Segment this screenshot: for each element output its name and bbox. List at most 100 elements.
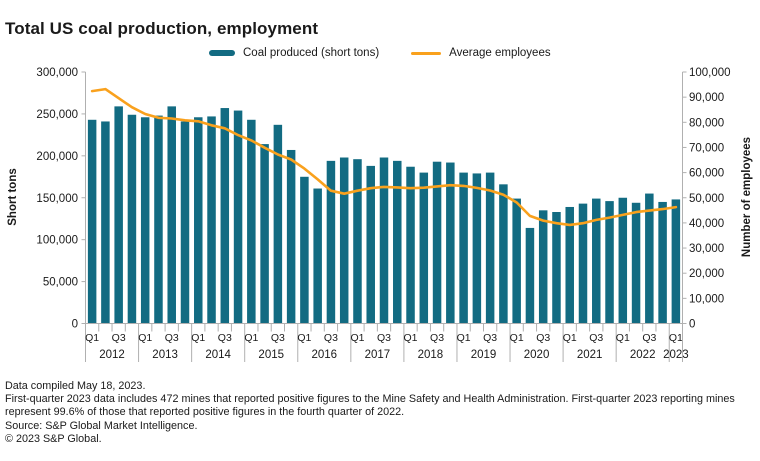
page-title: Total US coal production, employment xyxy=(5,19,319,39)
bar-2016-Q2 xyxy=(313,188,322,324)
bar-2012-Q2 xyxy=(101,121,110,324)
bar-2021-Q3 xyxy=(592,198,601,324)
bar-2020-Q3 xyxy=(538,210,548,324)
right-axis-tick-label: 10,000 xyxy=(689,293,724,305)
bar-2012-Q3 xyxy=(114,106,123,324)
bar-2014-Q2 xyxy=(207,116,216,324)
x-quarter-label: Q1 xyxy=(563,332,577,344)
left-axis-tick-label: 50,000 xyxy=(43,277,78,289)
right-axis-tick-label: 50,000 xyxy=(689,193,724,205)
x-year-label: 2021 xyxy=(577,349,603,361)
bar-2019-Q3 xyxy=(485,172,495,324)
bar-2022-Q4 xyxy=(658,201,667,324)
x-quarter-label: Q3 xyxy=(112,332,126,344)
x-quarter-label: Q3 xyxy=(642,332,656,344)
bar-2013-Q4 xyxy=(180,121,190,324)
legend-label-coal: Coal produced (short tons) xyxy=(243,47,380,59)
bar-2017-Q4 xyxy=(393,160,402,324)
x-quarter-label: Q3 xyxy=(536,332,550,344)
x-quarter-label: Q3 xyxy=(165,332,179,344)
bar-2018-Q4 xyxy=(446,162,455,324)
left-axis-tick-label: 0 xyxy=(72,319,78,331)
x-quarter-label: Q3 xyxy=(430,332,444,344)
right-axis-tick-label: 0 xyxy=(689,319,695,331)
bar-2020-Q2 xyxy=(525,227,535,324)
right-axis-tick-label: 90,000 xyxy=(689,92,724,104)
x-year-label: 2015 xyxy=(258,349,284,361)
bar-2018-Q3 xyxy=(432,161,442,324)
x-year-label: 2017 xyxy=(365,349,391,361)
bar-2015-Q4 xyxy=(286,149,296,324)
bar-2017-Q2 xyxy=(366,165,375,324)
bar-2020-Q4 xyxy=(552,212,561,324)
employees-line-swatch-icon xyxy=(411,51,442,55)
coal-bar-swatch-icon xyxy=(209,50,235,56)
x-year-label: 2022 xyxy=(630,349,656,361)
right-axis-tick-label: 20,000 xyxy=(689,268,724,280)
right-axis-tick-label: 100,000 xyxy=(689,67,731,79)
bar-2019-Q4 xyxy=(499,184,508,324)
bar-2021-Q2 xyxy=(578,203,588,324)
left-axis-tick-label: 100,000 xyxy=(36,235,78,247)
x-year-label: 2020 xyxy=(524,349,550,361)
x-quarter-label: Q3 xyxy=(483,332,497,344)
right-axis-tick-label: 30,000 xyxy=(689,243,724,255)
bar-2013-Q1 xyxy=(140,117,150,324)
x-quarter-label: Q1 xyxy=(669,332,683,344)
x-quarter-label: Q1 xyxy=(85,332,99,344)
bar-2017-Q1 xyxy=(353,159,362,324)
bar-2016-Q4 xyxy=(339,157,349,324)
x-year-label: 2016 xyxy=(312,349,338,361)
chart-footnotes: Data compiled May 18, 2023. First-quarte… xyxy=(5,380,753,446)
bar-2016-Q3 xyxy=(326,160,336,324)
bar-2020-Q1 xyxy=(512,198,521,324)
right-axis-tick-label: 40,000 xyxy=(689,218,724,230)
left-axis-tick-label: 200,000 xyxy=(36,151,78,163)
bar-2015-Q1 xyxy=(247,119,256,324)
bar-2014-Q4 xyxy=(233,110,243,324)
x-year-label: 2018 xyxy=(418,349,444,361)
bar-2015-Q3 xyxy=(273,124,283,324)
x-quarter-label: Q1 xyxy=(244,332,258,344)
bar-2018-Q2 xyxy=(419,172,429,324)
footnote-compiled: Data compiled May 18, 2023. xyxy=(5,380,146,392)
bar-2013-Q3 xyxy=(167,106,176,324)
left-axis-tick-label: 250,000 xyxy=(36,109,78,121)
chart-legend: Coal produced (short tons) Average emplo… xyxy=(209,47,551,59)
bar-2021-Q1 xyxy=(565,206,574,324)
bar-2018-Q1 xyxy=(406,166,415,324)
bar-2017-Q3 xyxy=(379,157,389,324)
x-quarter-label: Q3 xyxy=(218,332,232,344)
x-quarter-label: Q1 xyxy=(510,332,524,344)
bar-2015-Q2 xyxy=(260,144,269,324)
x-year-label: 2014 xyxy=(205,349,231,361)
x-year-label: 2013 xyxy=(152,349,178,361)
x-quarter-label: Q1 xyxy=(350,332,364,344)
bar-2022-Q2 xyxy=(631,202,641,324)
x-year-label: 2012 xyxy=(99,349,125,361)
legend-label-employees: Average employees xyxy=(449,47,551,59)
legend-item-coal: Coal produced (short tons) xyxy=(209,47,379,59)
x-year-label: 2023 xyxy=(663,349,689,361)
bar-2019-Q2 xyxy=(472,173,482,324)
x-quarter-label: Q3 xyxy=(271,332,285,344)
x-quarter-label: Q1 xyxy=(297,332,311,344)
bar-2016-Q1 xyxy=(300,176,309,324)
x-quarter-label: Q3 xyxy=(377,332,391,344)
left-axis-tick-label: 150,000 xyxy=(36,193,78,205)
x-year-label: 2019 xyxy=(471,349,497,361)
x-quarter-label: Q1 xyxy=(191,332,205,344)
x-quarter-label: Q3 xyxy=(589,332,603,344)
employees-line xyxy=(90,87,678,227)
bar-2019-Q1 xyxy=(459,172,468,324)
bar-2014-Q1 xyxy=(194,117,203,324)
right-axis-tick-label: 60,000 xyxy=(689,168,724,180)
bar-2023-Q1 xyxy=(671,199,681,324)
bar-2014-Q3 xyxy=(220,108,230,324)
bar-2021-Q4 xyxy=(605,201,614,324)
footnote-source: Source: S&P Global Market Intelligence. xyxy=(5,419,198,432)
bar-2013-Q2 xyxy=(154,115,163,324)
x-quarter-label: Q1 xyxy=(616,332,630,344)
footnote-methodology: First-quarter 2023 data includes 472 min… xyxy=(5,393,735,419)
